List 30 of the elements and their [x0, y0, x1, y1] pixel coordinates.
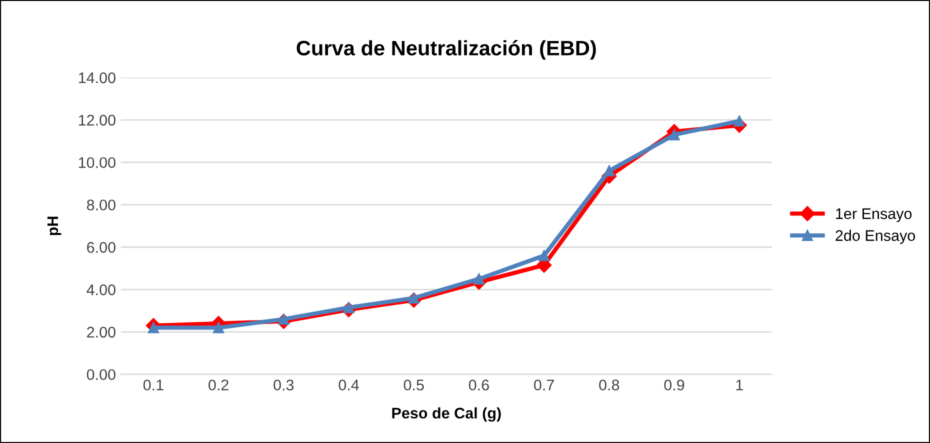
y-tick-label: 10.00 — [78, 157, 116, 168]
y-axis-title: pH — [47, 216, 62, 236]
x-tick-label: 0.2 — [208, 380, 228, 390]
x-tick-label: 0.1 — [143, 380, 164, 390]
legend-label: 2do Ensayo — [836, 230, 915, 244]
chart-title: Curva de Neutralización (EBD) — [296, 40, 596, 60]
x-tick-label: 0.5 — [404, 380, 424, 390]
y-tick-label: 0.00 — [86, 369, 116, 380]
x-tick-label: 1 — [736, 380, 743, 390]
point — [212, 322, 224, 334]
x-tick-label: 0.4 — [338, 380, 359, 390]
x-tick-label: 0.7 — [534, 380, 554, 390]
point — [604, 165, 615, 176]
x-axis-title: Peso de Cal (g) — [392, 407, 501, 422]
point — [343, 302, 354, 314]
x-tick-label: 0.3 — [274, 380, 294, 390]
y-tick-label: 6.00 — [87, 242, 116, 253]
point — [538, 250, 550, 262]
legend-label: 1er Ensayo — [836, 208, 912, 222]
point — [734, 115, 745, 127]
point — [668, 129, 680, 140]
x-tick-label: 0.6 — [468, 380, 489, 390]
y-tick-label: 2.00 — [87, 326, 116, 338]
y-tick-label: 4.00 — [86, 284, 116, 296]
y-tick-label: 14.00 — [78, 72, 116, 84]
x-tick-label: 0.9 — [664, 380, 684, 390]
x-tick-label: 0.8 — [599, 380, 620, 390]
y-tick-label: 8.00 — [86, 200, 116, 210]
y-tick-label: 12.00 — [78, 114, 116, 126]
point — [473, 273, 485, 284]
